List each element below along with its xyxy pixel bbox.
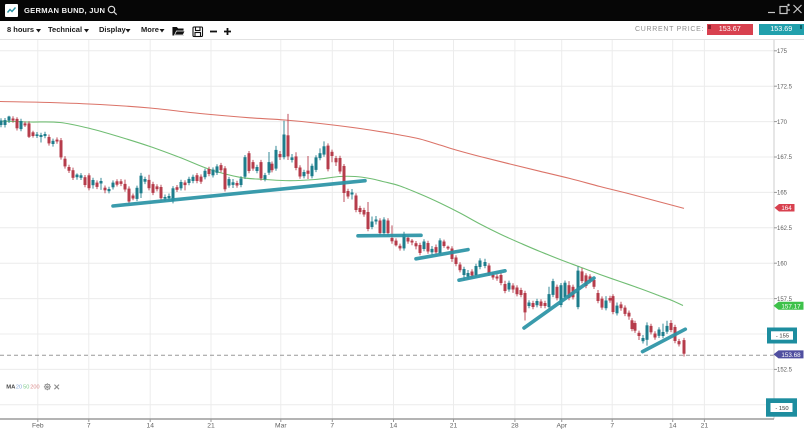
- svg-text:Apr: Apr: [556, 423, 567, 430]
- svg-text:14: 14: [669, 423, 677, 430]
- svg-text:157.5: 157.5: [777, 297, 793, 303]
- svg-text:157.17: 157.17: [781, 303, 801, 310]
- svg-text:152.5: 152.5: [777, 368, 793, 374]
- svg-text:200: 200: [30, 385, 39, 391]
- svg-text:7: 7: [87, 423, 91, 430]
- svg-text:MA: MA: [6, 385, 16, 391]
- svg-text:- 150: - 150: [775, 406, 788, 412]
- svg-text:165: 165: [777, 191, 788, 197]
- svg-text:162.5: 162.5: [777, 226, 793, 232]
- svg-text:7: 7: [610, 423, 614, 430]
- svg-text:50: 50: [23, 385, 29, 391]
- svg-text:14: 14: [390, 423, 398, 430]
- svg-text:20: 20: [16, 385, 22, 391]
- svg-text:Feb: Feb: [32, 423, 44, 430]
- svg-text:153.68: 153.68: [781, 352, 801, 359]
- svg-text:- 155: - 155: [776, 334, 789, 340]
- svg-text:160: 160: [777, 261, 788, 267]
- svg-text:21: 21: [701, 423, 709, 430]
- svg-text:167.5: 167.5: [777, 155, 793, 161]
- svg-text:21: 21: [450, 423, 458, 430]
- svg-text:7: 7: [330, 423, 334, 430]
- svg-text:172.5: 172.5: [777, 84, 793, 90]
- svg-text:28: 28: [511, 423, 519, 430]
- svg-text:164: 164: [781, 205, 792, 212]
- svg-text:14: 14: [146, 423, 154, 430]
- svg-text:175: 175: [777, 49, 788, 55]
- svg-text:Mar: Mar: [275, 423, 287, 430]
- svg-text:21: 21: [207, 423, 215, 430]
- svg-text:170: 170: [777, 120, 788, 126]
